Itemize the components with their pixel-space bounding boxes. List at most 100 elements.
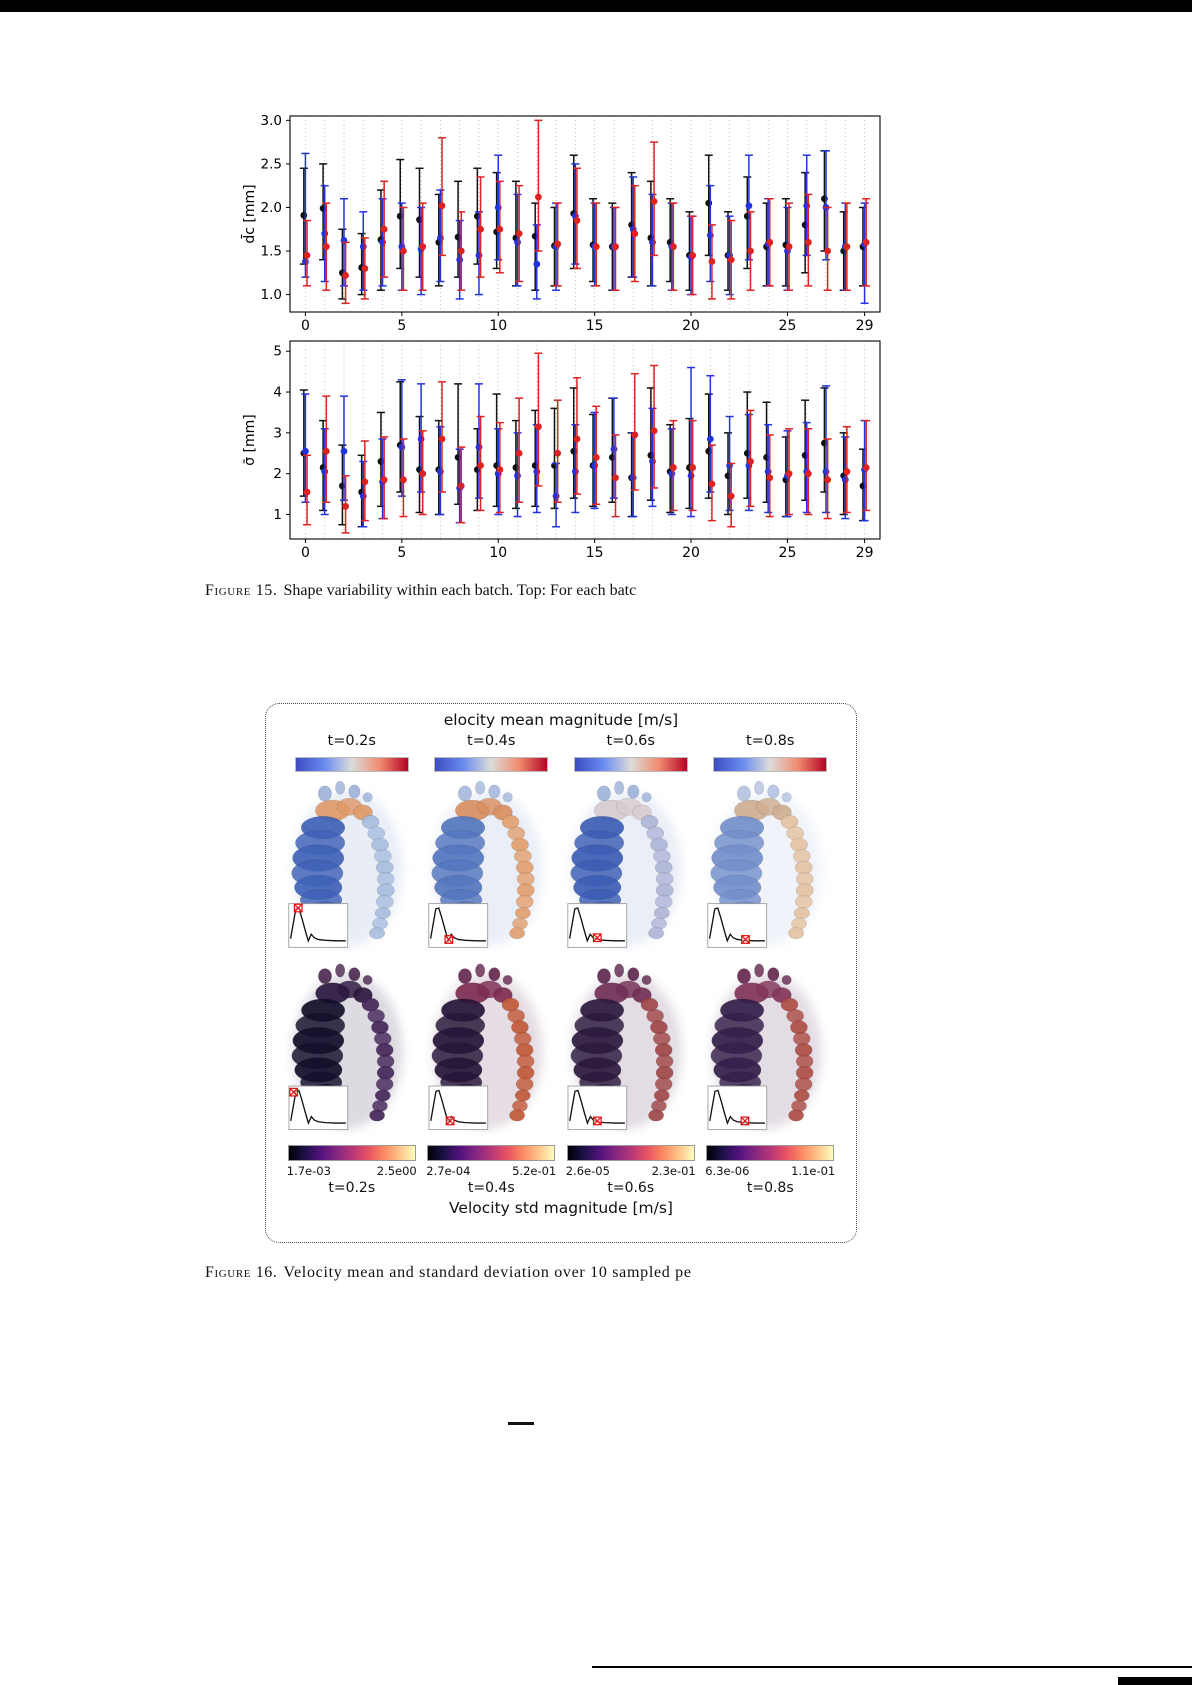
mean-time-label-1: t=0.4s: [467, 733, 516, 749]
figure16-panel: elocity mean magnitude [m/s] t=0.2s t=0.4…: [265, 703, 857, 1243]
footer-dash: [508, 1422, 534, 1425]
x-tick-label: 0: [301, 545, 310, 561]
time-marker-icon: [444, 935, 453, 944]
x-tick-label: 10: [489, 318, 507, 334]
inset-flow-waveform: [288, 1085, 349, 1131]
time-marker-icon: [740, 1116, 750, 1126]
std-time-label-2: t=0.6s: [607, 1180, 655, 1196]
figure16-caption-text: Velocity mean and standard deviation ove…: [283, 1264, 692, 1281]
x-tick-label: 25: [779, 545, 797, 561]
y-tick-label: 2.5: [261, 156, 282, 172]
error-bar-series-red: [303, 119, 871, 305]
y-axis-label: d̄c [mm]: [240, 184, 258, 243]
mean-colorbar-3: [713, 757, 828, 772]
next-page-bar: [1118, 1677, 1192, 1685]
time-marker-icon: [593, 1116, 602, 1126]
std-max-label: 5.2e-01: [512, 1164, 557, 1178]
std-colorbar-group-2: 2.6e-05 2.3e-01 t=0.6s: [566, 1145, 696, 1196]
aorta-render-std-1: [428, 963, 543, 1131]
aorta-render-mean-0: [288, 780, 404, 948]
aorta-render-std-0: [288, 963, 403, 1131]
std-range-labels-0: 1.7e-03 2.5e00: [287, 1164, 417, 1178]
std-range-labels-1: 2.7e-04 5.2e-01: [426, 1164, 556, 1178]
x-tick-label: 15: [586, 545, 604, 561]
figure16-time-header-row: t=0.2s t=0.4s t=0.6s t=0.8s: [282, 729, 840, 749]
inset-flow-waveform: [288, 903, 349, 948]
figure16-std-row: [282, 961, 840, 1141]
x-tick-label: 29: [856, 545, 874, 561]
time-marker-icon: [740, 935, 750, 944]
std-range-labels-3: 6.3e-06 1.1e-01: [705, 1164, 835, 1178]
y-tick-label: 1: [273, 507, 282, 523]
aorta-render-mean-2: [567, 780, 683, 948]
y-tick-label: 5: [273, 344, 282, 360]
x-tick-label: 15: [586, 318, 604, 334]
plot-gridlines: [305, 341, 865, 539]
figure16-std-colorbar-row: 1.7e-03 2.5e00 t=0.2s 2.7e-04 5.2e-01 t=0.4s 2…: [282, 1141, 840, 1196]
x-tick-label: 10: [489, 545, 507, 561]
x-tick-label: 0: [301, 318, 310, 334]
mean-colorbar-2: [573, 757, 688, 772]
std-colorbar-group-3: 6.3e-06 1.1e-01 t=0.8s: [705, 1145, 835, 1196]
std-colorbar-group-0: 1.7e-03 2.5e00 t=0.2s: [287, 1145, 417, 1196]
std-colorbar-3: [706, 1145, 835, 1161]
mean-time-label-2: t=0.6s: [606, 733, 655, 749]
x-tick-label: 25: [779, 318, 797, 334]
next-page-rule: [592, 1666, 1192, 1668]
y-tick-label: 1.5: [261, 244, 282, 260]
y-tick-label: 2: [273, 466, 282, 482]
mean-colorbar-1: [434, 757, 549, 772]
x-tick-label: 5: [397, 318, 406, 334]
y-tick-label: 3: [273, 425, 282, 441]
inset-flow-waveform: [428, 903, 488, 948]
mean-colorbar-0: [294, 757, 409, 772]
figure16-title: elocity mean magnitude [m/s]: [443, 711, 679, 729]
std-min-label: 2.6e-05: [565, 1164, 610, 1178]
error-bar-series-red: [303, 352, 871, 534]
error-bar-series-black: [299, 381, 867, 528]
aorta-render-mean-1: [428, 780, 543, 948]
inset-flow-waveform: [707, 903, 767, 948]
plot-frame: [289, 115, 881, 313]
mean-time-label-3: t=0.8s: [746, 733, 795, 749]
aorta-render-std-3: [707, 963, 822, 1131]
std-max-label: 2.3e-01: [651, 1164, 696, 1178]
inset-flow-waveform: [707, 1085, 767, 1131]
figure15-top-plot: 1.0 1.5 2.0 2.5 3.0 0 5 10 15 20 25 29 d̄c [mm]: [240, 113, 881, 334]
figure16-caption-label: Figure 16.: [205, 1264, 278, 1281]
page-top-black-bar: [0, 0, 1192, 12]
figure15-caption-label: Figure 15.: [205, 582, 278, 599]
error-bar-series-blue: [301, 366, 869, 528]
std-colorbar-2: [566, 1145, 695, 1161]
std-time-label-0: t=0.2s: [328, 1180, 376, 1196]
std-colorbar-group-1: 2.7e-04 5.2e-01 t=0.4s: [426, 1145, 556, 1196]
plot-frame: [289, 340, 881, 540]
time-marker-icon: [289, 1087, 299, 1097]
inset-flow-waveform: [567, 903, 628, 948]
x-tick-label: 20: [682, 545, 700, 561]
std-min-label: 6.3e-06: [705, 1164, 750, 1178]
std-max-label: 1.1e-01: [791, 1164, 836, 1178]
figure15-caption-text: Shape variability within each batch. Top…: [283, 582, 637, 599]
std-time-label-3: t=0.8s: [746, 1180, 794, 1196]
y-axis-label: σ̄ [mm]: [242, 414, 258, 466]
std-max-label: 2.5e00: [376, 1164, 417, 1178]
mean-time-label-0: t=0.2s: [327, 733, 376, 749]
aorta-render-std-2: [567, 963, 682, 1131]
figure15-bottom-plot: 1 2 3 4 5 0 5 10 15 20 25 29 σ̄ [mm]: [242, 340, 881, 561]
y-tick-label: 1.0: [261, 287, 282, 303]
time-marker-icon: [445, 1116, 455, 1126]
time-marker-icon: [294, 903, 303, 913]
y-tick-label: 3.0: [261, 113, 282, 129]
std-min-label: 2.7e-04: [426, 1164, 471, 1178]
inset-flow-waveform: [567, 1085, 628, 1131]
figure16-mean-colorbar-row: [282, 749, 840, 772]
std-min-label: 1.7e-03: [286, 1164, 331, 1178]
inset-flow-waveform: [428, 1085, 488, 1131]
std-colorbar-0: [287, 1145, 416, 1161]
std-colorbar-1: [427, 1145, 556, 1161]
time-marker-icon: [593, 933, 602, 943]
figure16-mean-row: [282, 772, 840, 961]
x-tick-label: 20: [682, 318, 700, 334]
